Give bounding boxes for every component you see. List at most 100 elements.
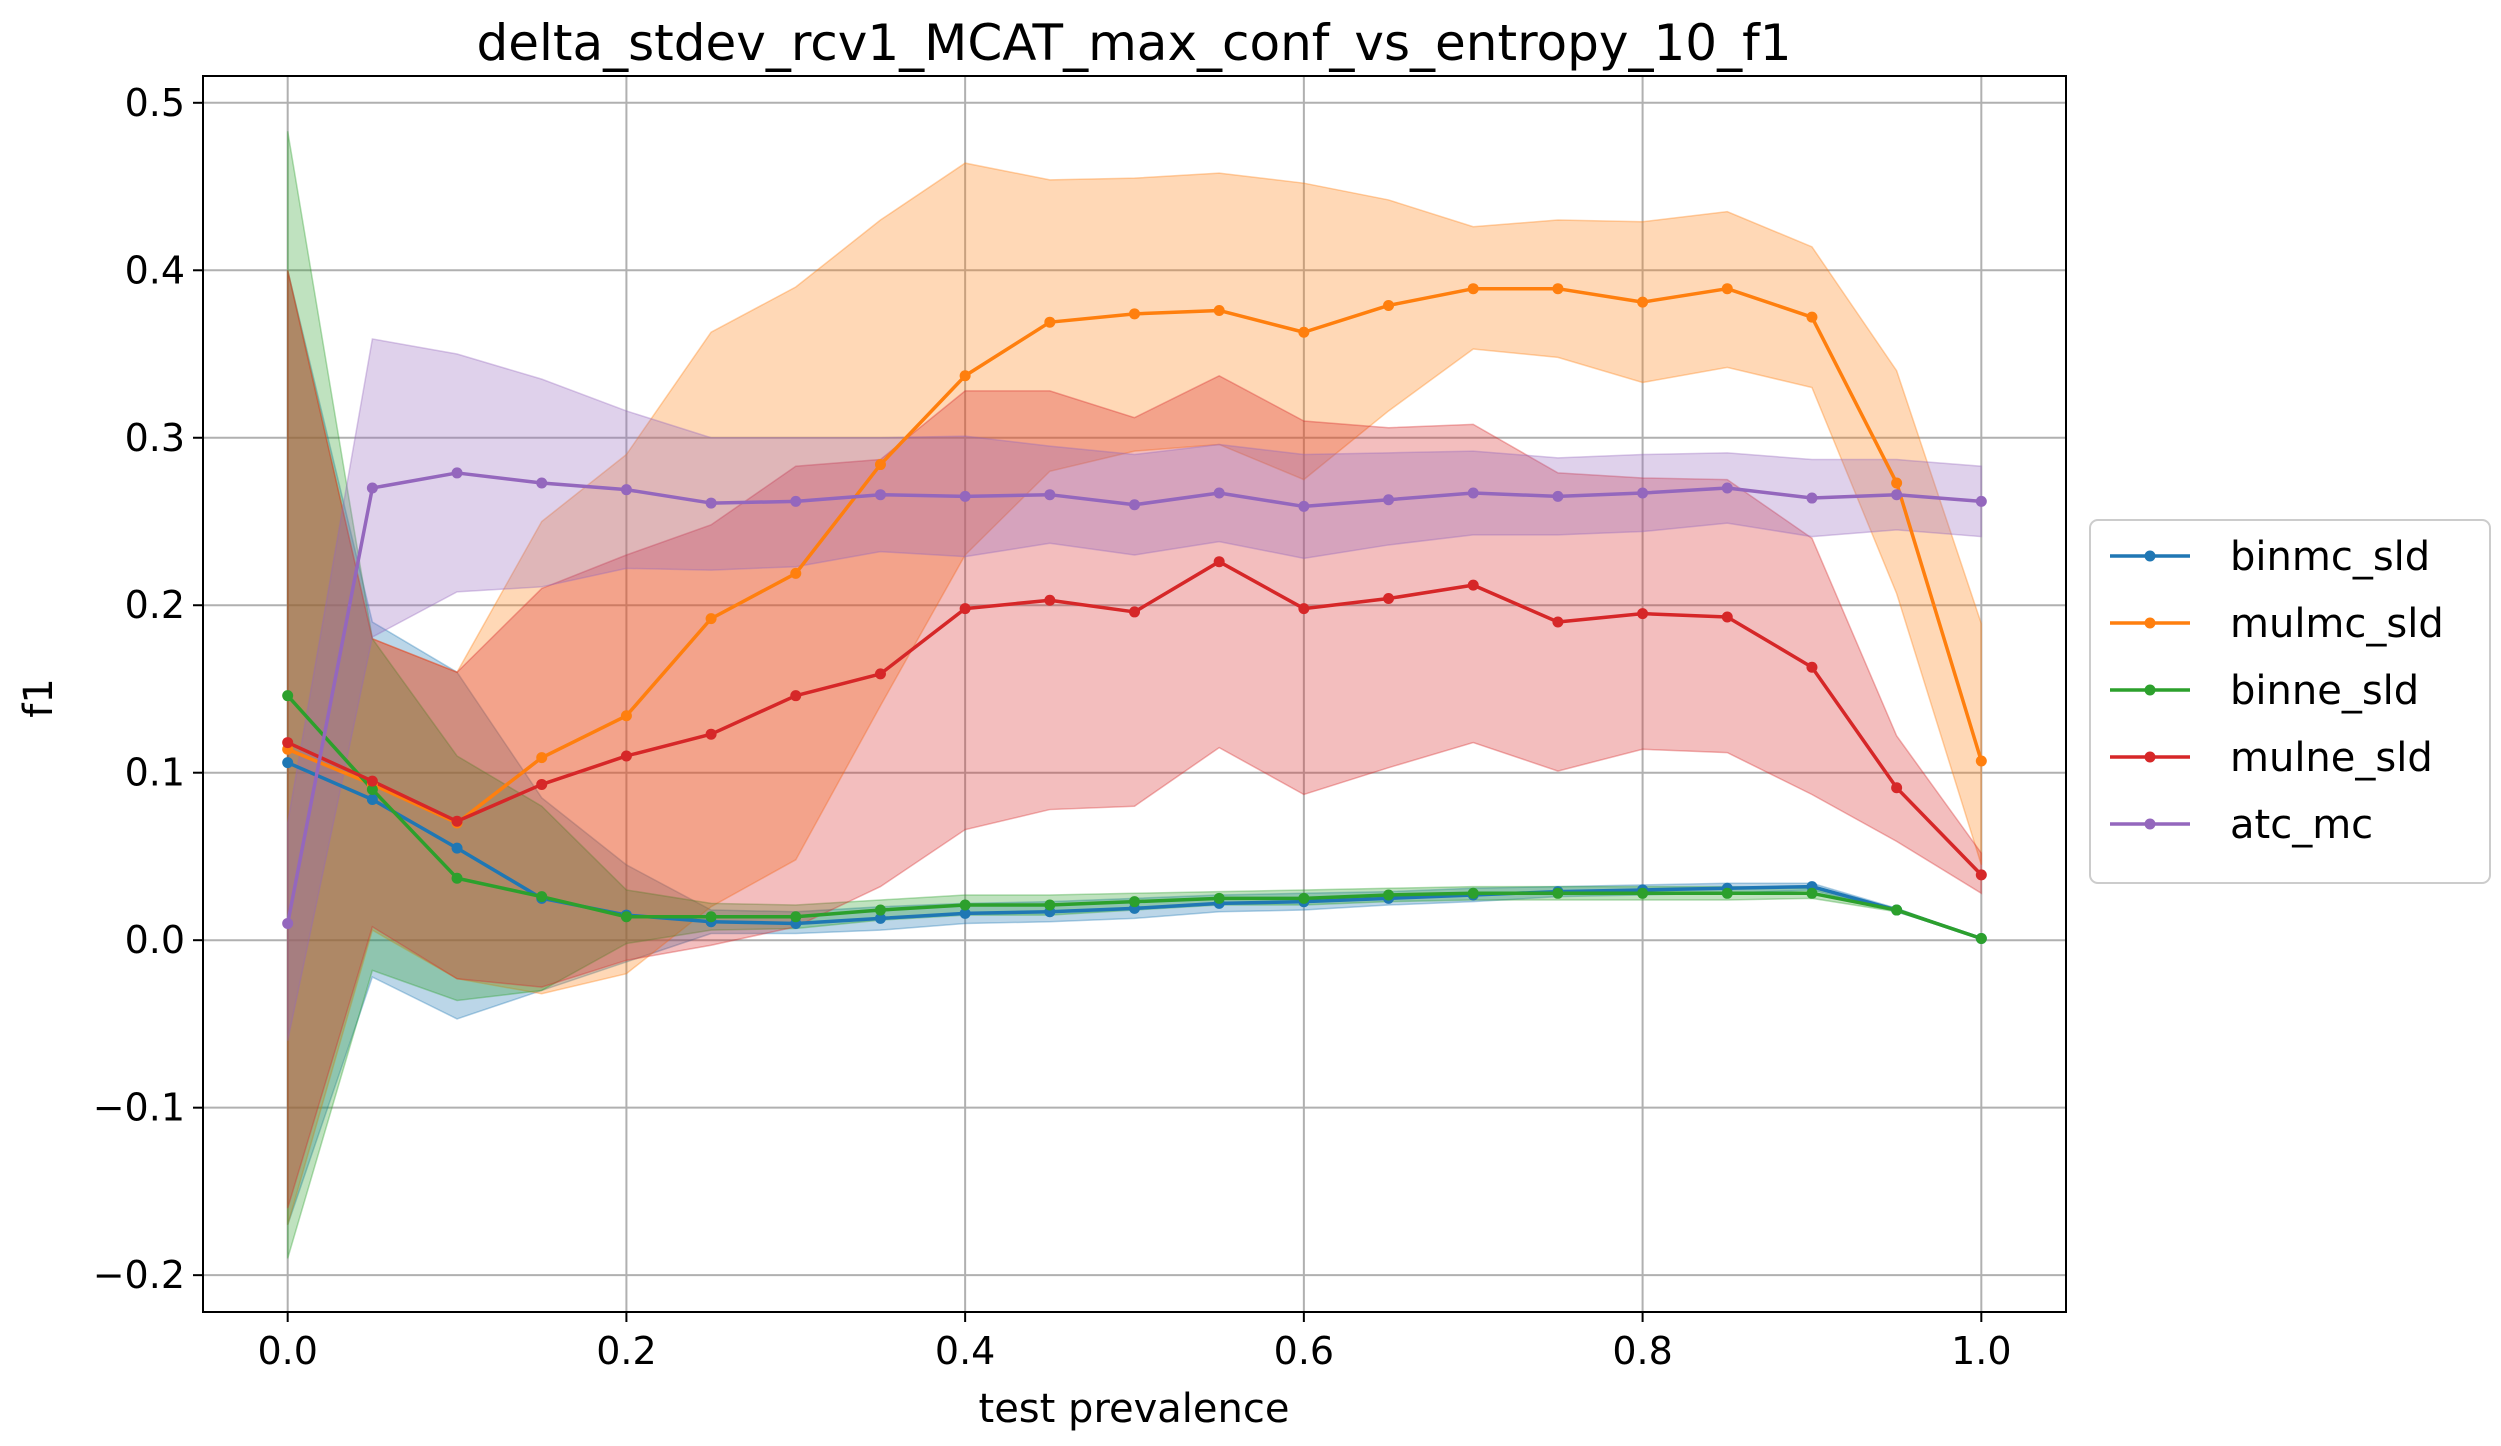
point-binne_sld xyxy=(1975,933,1987,945)
point-atc_mc xyxy=(790,495,802,507)
point-binne_sld xyxy=(536,891,548,903)
point-binne_sld xyxy=(282,690,294,702)
point-atc_mc xyxy=(1806,492,1818,504)
point-atc_mc xyxy=(1467,487,1479,499)
point-mulne_sld xyxy=(366,775,378,787)
point-atc_mc xyxy=(620,484,632,496)
legend-marker-atc_mc xyxy=(2144,818,2156,830)
point-binne_sld xyxy=(1044,899,1056,911)
grid xyxy=(203,76,2066,1312)
point-mulne_sld xyxy=(1129,606,1140,618)
x-tick-label: 1.0 xyxy=(1951,1329,2011,1373)
point-mulmc_sld xyxy=(1552,283,1564,295)
point-atc_mc xyxy=(1721,482,1733,494)
point-atc_mc xyxy=(1129,499,1140,511)
point-mulne_sld xyxy=(1467,579,1479,591)
point-binne_sld xyxy=(1721,887,1733,899)
point-mulne_sld xyxy=(1298,603,1310,615)
point-atc_mc xyxy=(874,489,886,501)
series-points xyxy=(282,283,1987,945)
point-mulmc_sld xyxy=(1298,326,1310,338)
point-binmc_sld xyxy=(959,907,971,919)
y-tick-label: −0.1 xyxy=(93,1086,185,1130)
point-atc_mc xyxy=(451,467,463,479)
y-tick-label: 0.5 xyxy=(125,81,185,125)
point-atc_mc xyxy=(705,497,717,509)
point-binne_sld xyxy=(451,872,463,884)
point-mulne_sld xyxy=(536,778,548,790)
point-binne_sld xyxy=(1637,887,1649,899)
point-mulmc_sld xyxy=(1891,477,1903,489)
point-mulne_sld xyxy=(705,728,717,740)
point-binmc_sld xyxy=(366,794,378,806)
point-atc_mc xyxy=(1637,487,1649,499)
point-mulne_sld xyxy=(1975,869,1987,881)
legend: binmc_sld mulmc_sld binne_sld mulne_sld atc_… xyxy=(2089,519,2491,884)
x-tick-label: 0.0 xyxy=(257,1329,317,1373)
point-mulmc_sld xyxy=(1129,308,1140,320)
point-atc_mc xyxy=(282,917,294,929)
point-mulmc_sld xyxy=(1637,296,1649,308)
point-mulmc_sld xyxy=(790,567,802,579)
legend-marker-mulmc_sld xyxy=(2144,617,2156,629)
point-mulmc_sld xyxy=(874,459,886,471)
x-axis-label: test prevalence xyxy=(979,1386,1290,1432)
point-binne_sld xyxy=(1891,904,1903,916)
point-mulmc_sld xyxy=(959,370,971,382)
point-atc_mc xyxy=(366,482,378,494)
point-binne_sld xyxy=(1806,887,1818,899)
y-tick-label: 0.2 xyxy=(125,583,185,627)
point-mulne_sld xyxy=(1552,616,1564,628)
point-mulmc_sld xyxy=(1044,316,1056,328)
point-binmc_sld xyxy=(282,757,294,769)
point-mulne_sld xyxy=(959,603,971,615)
y-tick-label: 0.4 xyxy=(125,248,185,292)
legend-label: binne_sld xyxy=(2230,668,2419,714)
point-atc_mc xyxy=(1213,487,1225,499)
x-tick-label: 0.6 xyxy=(1274,1329,1334,1373)
point-mulne_sld xyxy=(620,750,632,762)
legend-marker-mulne_sld xyxy=(2144,751,2156,763)
legend-label: mulne_sld xyxy=(2230,735,2433,781)
point-mulne_sld xyxy=(1213,556,1225,568)
legend-label: binmc_sld xyxy=(2230,534,2430,580)
point-mulmc_sld xyxy=(620,710,632,722)
point-mulne_sld xyxy=(1891,782,1903,794)
point-mulne_sld xyxy=(790,690,802,702)
point-mulmc_sld xyxy=(1721,283,1733,295)
point-atc_mc xyxy=(1298,500,1310,512)
point-mulne_sld xyxy=(1806,661,1818,673)
point-mulne_sld xyxy=(282,737,294,749)
point-mulmc_sld xyxy=(1383,299,1395,311)
legend-label: mulmc_sld xyxy=(2230,601,2444,647)
legend-marker-binmc_sld xyxy=(2144,550,2156,562)
point-binne_sld xyxy=(1383,889,1395,901)
plot-frame xyxy=(202,75,2067,1313)
band-atc_mc xyxy=(286,338,1983,1041)
point-binne_sld xyxy=(366,783,378,795)
point-atc_mc xyxy=(1891,489,1903,501)
point-mulne_sld xyxy=(1044,594,1056,606)
point-binmc_sld xyxy=(451,842,463,854)
x-tick-label: 0.4 xyxy=(935,1329,995,1373)
point-binne_sld xyxy=(1467,887,1479,899)
point-atc_mc xyxy=(536,477,548,489)
point-atc_mc xyxy=(1975,495,1987,507)
point-binne_sld xyxy=(1552,887,1564,899)
y-tick-label: −0.2 xyxy=(93,1253,185,1297)
point-binne_sld xyxy=(874,904,886,916)
y-tick-label: 0.3 xyxy=(125,416,185,460)
point-mulmc_sld xyxy=(705,613,717,625)
x-axis-ticks: 0.0 0.2 0.4 0.6 0.8 1.0 xyxy=(257,1312,2012,1373)
x-tick-label: 0.2 xyxy=(596,1329,656,1373)
point-mulne_sld xyxy=(874,668,886,680)
point-binne_sld xyxy=(620,911,632,923)
point-binne_sld xyxy=(705,911,717,923)
x-tick-label: 0.8 xyxy=(1612,1329,1672,1373)
point-binne_sld xyxy=(790,911,802,923)
point-atc_mc xyxy=(1044,489,1056,501)
point-mulne_sld xyxy=(1721,611,1733,623)
point-binne_sld xyxy=(959,899,971,911)
